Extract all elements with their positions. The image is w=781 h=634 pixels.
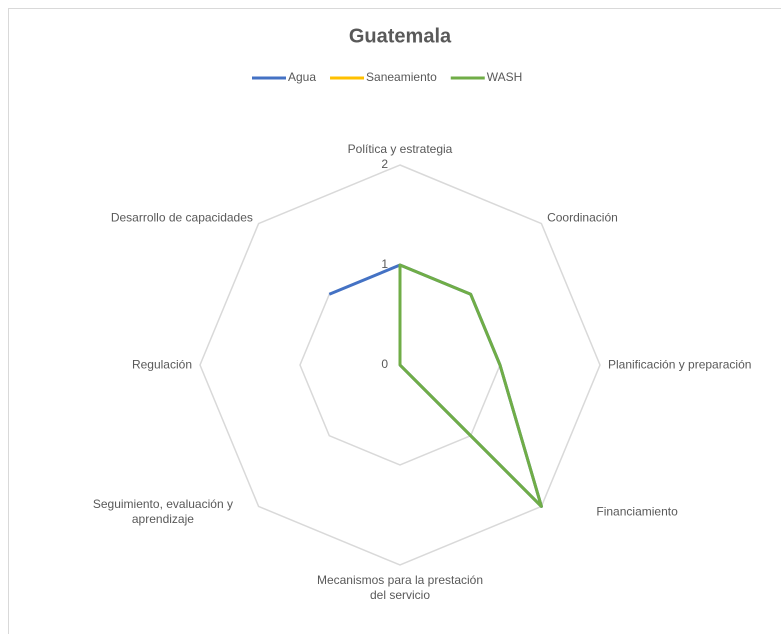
legend-label: Agua: [288, 70, 316, 84]
category-label: Coordinación: [547, 210, 618, 225]
category-label: Seguimiento, evaluación y aprendizaje: [92, 497, 233, 527]
category-label: Regulación: [131, 357, 192, 372]
legend-label: WASH: [487, 70, 523, 84]
category-label: Planificación y preparación: [608, 357, 752, 372]
series-line: [398, 263, 543, 508]
category-label: Financiamiento: [596, 504, 678, 519]
category-label: Mecanismos para la prestación del servic…: [316, 573, 484, 602]
category-label: Política y estrategia: [347, 142, 453, 156]
y-tick-label: 0: [381, 357, 388, 371]
series-line: [328, 263, 543, 508]
chart-title: Guatemala: [349, 25, 452, 47]
y-tick-label: 1: [381, 257, 388, 271]
legend-label: Saneamiento: [366, 70, 437, 84]
y-tick-label: 2: [381, 157, 388, 171]
grid-line: [199, 164, 601, 566]
chart-border: [8, 8, 781, 634]
category-label: Desarrollo de capacidades: [110, 210, 253, 225]
